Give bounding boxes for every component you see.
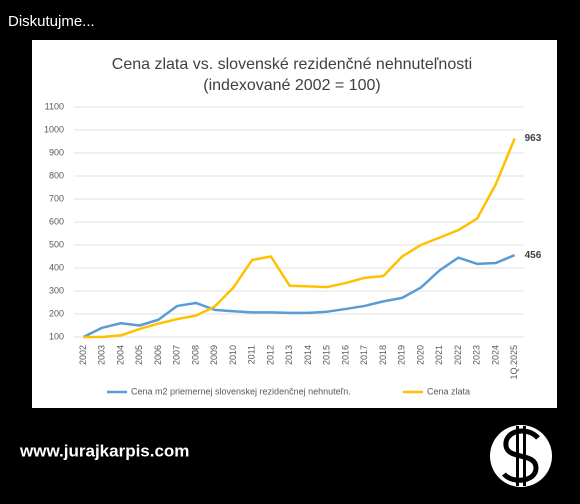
y-tick-label: 200 bbox=[49, 308, 64, 318]
y-tick-label: 100 bbox=[49, 331, 64, 341]
y-tick-label: 300 bbox=[49, 285, 64, 295]
chart-subtitle: (indexované 2002 = 100) bbox=[203, 77, 380, 94]
y-tick-label: 400 bbox=[49, 262, 64, 272]
x-tick-label: 2012 bbox=[265, 345, 275, 365]
x-tick-label: 2013 bbox=[284, 345, 294, 365]
x-tick-label: 2015 bbox=[322, 345, 332, 365]
x-tick-label: 2010 bbox=[228, 345, 238, 365]
x-tick-label: 2020 bbox=[415, 345, 425, 365]
x-tick-label: 2018 bbox=[378, 345, 388, 365]
legend-label: Cena zlata bbox=[427, 386, 470, 396]
logo-s bbox=[502, 428, 540, 483]
x-tick-label: 2005 bbox=[134, 345, 144, 365]
line-series bbox=[83, 138, 516, 339]
y-tick-label: 600 bbox=[49, 216, 64, 226]
line-series bbox=[82, 253, 516, 339]
x-tick-label: 2024 bbox=[490, 345, 500, 365]
chart-title: Cena zlata vs. slovenské rezidenčné nehn… bbox=[112, 56, 472, 73]
x-tick-label: 2014 bbox=[303, 345, 313, 365]
x-tick-label: 1Q.2025 bbox=[509, 345, 519, 380]
x-tick-label: 2002 bbox=[78, 345, 88, 365]
y-tick-label: 1100 bbox=[45, 101, 64, 111]
x-tick-label: 2016 bbox=[340, 345, 350, 365]
x-tick-label: 2009 bbox=[209, 345, 219, 365]
data-label: 963 bbox=[525, 133, 542, 144]
x-tick-label: 2004 bbox=[115, 345, 125, 365]
header: Diskutujme... bbox=[8, 13, 95, 30]
y-tick-label: 1000 bbox=[44, 124, 64, 134]
x-tick-label: 2011 bbox=[247, 345, 257, 364]
y-tick-label: 900 bbox=[49, 147, 64, 157]
x-tick-label: 2021 bbox=[434, 345, 444, 365]
y-tick-label: 500 bbox=[49, 239, 64, 249]
x-tick-label: 2019 bbox=[397, 345, 407, 365]
x-tick-label: 2008 bbox=[190, 345, 200, 365]
y-tick-label: 700 bbox=[49, 193, 64, 203]
chart: 100 200 300 400 500 600 700 800 900 1000 1100 2002 2… bbox=[44, 101, 542, 396]
data-label: 456 bbox=[525, 250, 542, 261]
x-tick-label: 2017 bbox=[359, 345, 369, 365]
x-tick-label: 2022 bbox=[453, 345, 463, 365]
x-tick-label: 2023 bbox=[472, 345, 482, 365]
legend-label: Cena m2 priemernej slovenskej rezidenčne… bbox=[131, 386, 351, 396]
x-tick-label: 2007 bbox=[172, 345, 182, 365]
x-tick-label: 2003 bbox=[97, 345, 107, 365]
x-tick-label: 2006 bbox=[153, 345, 163, 365]
y-tick-label: 800 bbox=[49, 170, 64, 180]
logo bbox=[490, 425, 552, 487]
footer-url: www.jurajkarpis.com bbox=[19, 441, 189, 460]
